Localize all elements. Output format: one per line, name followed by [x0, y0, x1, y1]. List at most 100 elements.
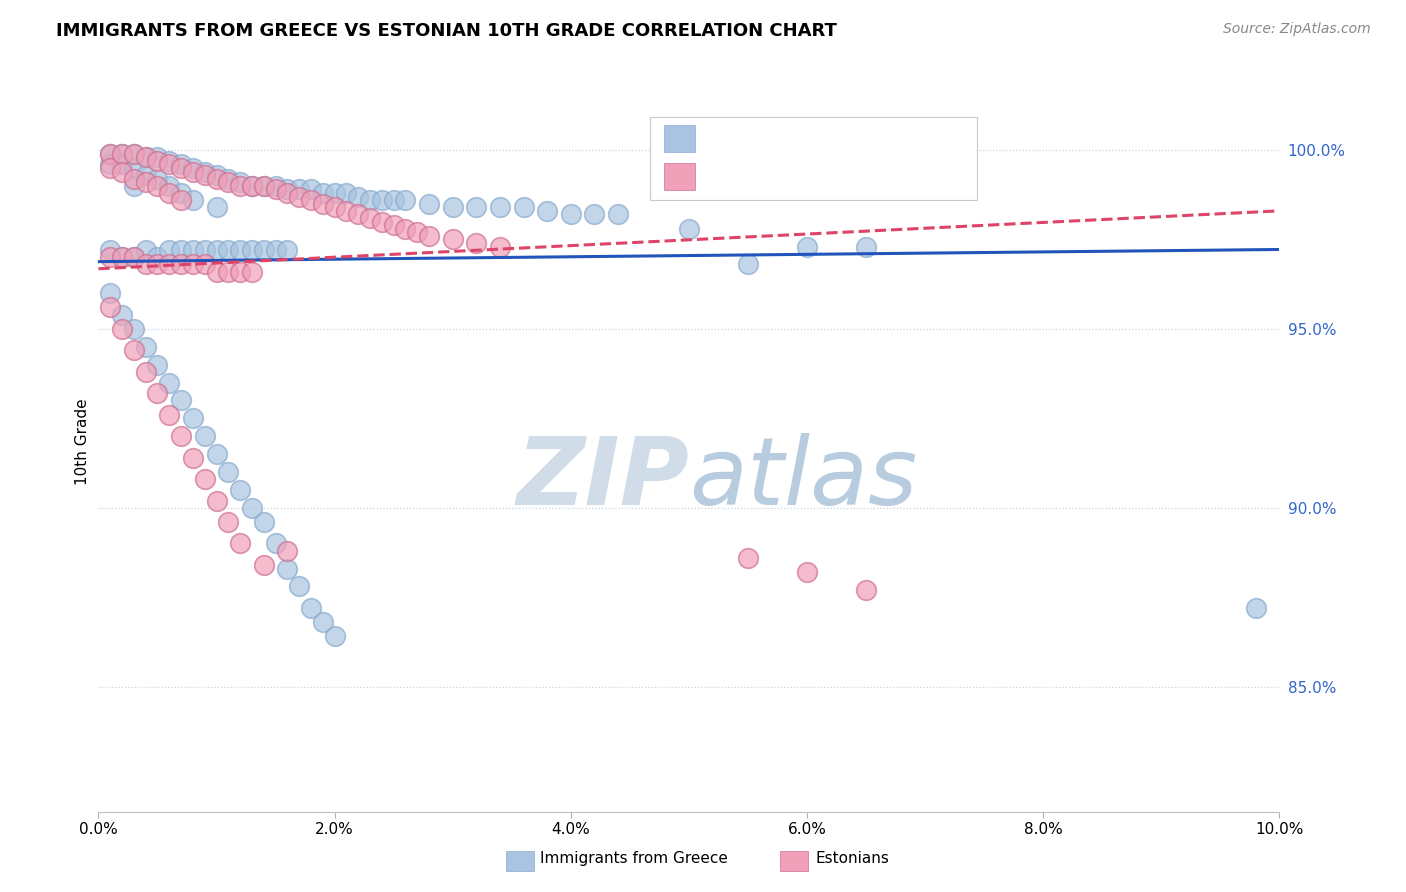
Text: Immigrants from Greece: Immigrants from Greece	[540, 851, 728, 865]
Point	[146, 153, 169, 168]
Point	[217, 171, 239, 186]
Point	[217, 465, 239, 479]
Point	[359, 193, 381, 207]
Point	[181, 258, 204, 272]
Point	[181, 243, 204, 257]
Point	[288, 189, 311, 203]
Point	[122, 178, 145, 193]
Point	[135, 168, 157, 182]
Point	[135, 150, 157, 164]
Point	[217, 175, 239, 189]
Point	[146, 258, 169, 272]
Point	[299, 182, 322, 196]
Point	[323, 630, 346, 644]
Point	[122, 251, 145, 265]
Point	[441, 200, 464, 214]
Point	[382, 193, 405, 207]
Point	[98, 157, 121, 171]
Point	[394, 221, 416, 235]
Point	[170, 157, 193, 171]
Point	[347, 207, 370, 221]
Point	[240, 178, 263, 193]
Point	[122, 322, 145, 336]
Point	[122, 251, 145, 265]
Point	[217, 243, 239, 257]
Point	[855, 582, 877, 597]
Point	[135, 340, 157, 354]
Point	[276, 186, 298, 200]
Point	[312, 186, 335, 200]
Point	[240, 243, 263, 257]
Point	[157, 157, 180, 171]
Text: IMMIGRANTS FROM GREECE VS ESTONIAN 10TH GRADE CORRELATION CHART: IMMIGRANTS FROM GREECE VS ESTONIAN 10TH …	[56, 22, 837, 40]
Point	[607, 207, 630, 221]
Point	[135, 243, 157, 257]
Point	[157, 243, 180, 257]
Point	[111, 146, 134, 161]
Point	[394, 193, 416, 207]
Text: 68: 68	[865, 166, 890, 184]
Point	[181, 161, 204, 175]
Point	[194, 164, 217, 178]
Point	[146, 358, 169, 372]
Point	[122, 343, 145, 358]
Point	[299, 600, 322, 615]
Point	[146, 178, 169, 193]
Point	[194, 472, 217, 486]
Point	[737, 550, 759, 565]
Point	[418, 228, 440, 243]
Point	[583, 207, 606, 221]
Point	[229, 178, 252, 193]
Point	[855, 239, 877, 253]
Point	[111, 157, 134, 171]
Text: atlas: atlas	[689, 433, 917, 524]
Point	[406, 225, 429, 239]
Point	[253, 178, 276, 193]
Point	[170, 393, 193, 408]
Point	[217, 265, 239, 279]
Point	[371, 193, 394, 207]
Point	[181, 164, 204, 178]
Point	[205, 493, 228, 508]
Point	[170, 258, 193, 272]
Point	[194, 243, 217, 257]
Point	[678, 221, 700, 235]
Point	[264, 178, 287, 193]
Point	[122, 171, 145, 186]
Point	[441, 232, 464, 246]
Point	[217, 515, 239, 529]
Point	[253, 178, 276, 193]
Point	[276, 561, 298, 575]
Point	[111, 164, 134, 178]
Point	[205, 243, 228, 257]
Point	[229, 265, 252, 279]
Text: R =: R =	[702, 128, 741, 146]
Point	[98, 243, 121, 257]
Point	[312, 615, 335, 629]
Point	[347, 189, 370, 203]
Point	[122, 161, 145, 175]
Point	[335, 203, 357, 218]
Text: 0.070: 0.070	[747, 166, 804, 184]
Text: Source: ZipAtlas.com: Source: ZipAtlas.com	[1223, 22, 1371, 37]
Point	[489, 200, 512, 214]
Point	[170, 193, 193, 207]
Point	[98, 301, 121, 315]
Point	[181, 411, 204, 425]
Point	[253, 515, 276, 529]
Point	[536, 203, 558, 218]
Point	[796, 239, 818, 253]
Point	[194, 429, 217, 443]
Point	[240, 178, 263, 193]
Point	[181, 193, 204, 207]
Point	[146, 251, 169, 265]
Point	[371, 214, 394, 228]
Point	[512, 200, 534, 214]
Point	[122, 146, 145, 161]
Point	[157, 186, 180, 200]
Point	[135, 150, 157, 164]
Point	[135, 258, 157, 272]
Point	[205, 168, 228, 182]
Point	[157, 258, 180, 272]
Text: 0.031: 0.031	[747, 128, 804, 146]
